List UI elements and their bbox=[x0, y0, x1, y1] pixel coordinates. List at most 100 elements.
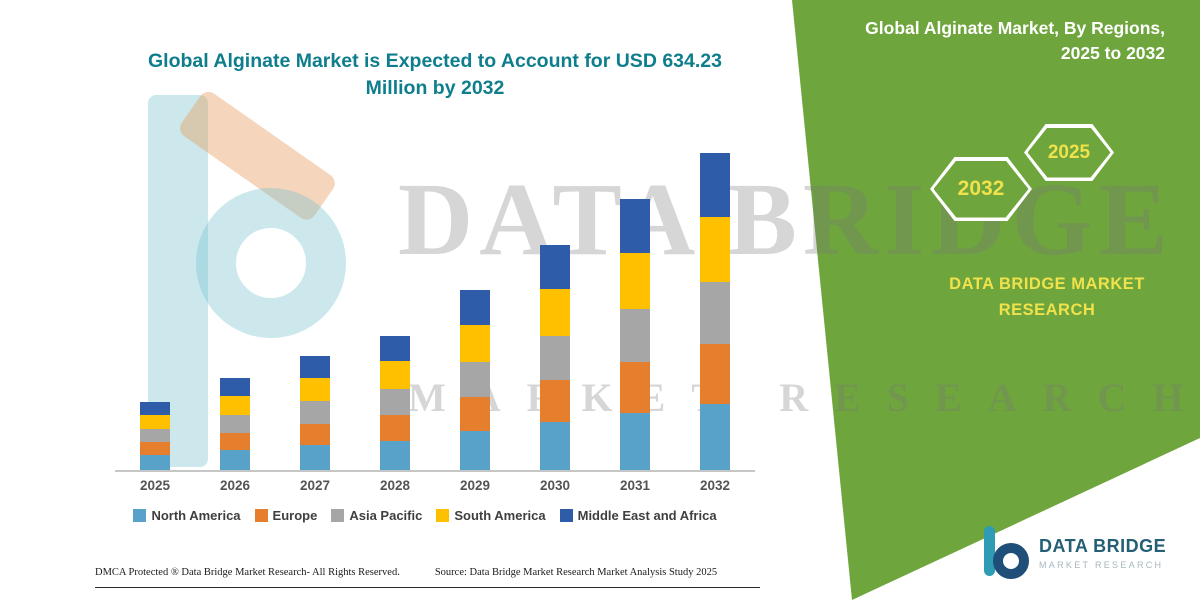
stacked-bar bbox=[620, 199, 650, 470]
x-axis-label: 2028 bbox=[379, 478, 411, 493]
bar-segment bbox=[620, 412, 650, 470]
legend-swatch bbox=[436, 509, 450, 522]
bar-segment bbox=[620, 199, 650, 253]
bar-segment bbox=[460, 431, 490, 470]
side-panel-heading: Global Alginate Market, By Regions, 2025… bbox=[820, 16, 1165, 67]
footer: DMCA Protected ® Data Bridge Market Rese… bbox=[95, 567, 760, 588]
watermark-text-line1: DATA BRIDGE bbox=[398, 162, 1174, 277]
bar-segment bbox=[700, 403, 730, 470]
side-panel-brand-line2: RESEARCH bbox=[998, 300, 1096, 319]
bar-segment bbox=[140, 414, 170, 429]
data-bridge-logo: DATA BRIDGE MARKET RESEARCH bbox=[982, 524, 1166, 582]
bar-segment bbox=[620, 361, 650, 413]
bar-segment bbox=[700, 282, 730, 344]
bar-segment bbox=[220, 414, 250, 433]
bar-2025 bbox=[115, 140, 195, 470]
stacked-bar bbox=[380, 335, 410, 470]
stacked-bar bbox=[140, 401, 170, 470]
bar-segment bbox=[220, 450, 250, 470]
bar-segment bbox=[460, 289, 490, 325]
bar-2027 bbox=[275, 140, 355, 470]
watermark-text-line2: MARKET RESEARCH bbox=[408, 375, 1200, 420]
chart-title: Global Alginate Market is Expected to Ac… bbox=[130, 48, 740, 103]
bar-segment bbox=[220, 377, 250, 396]
bar-segment bbox=[460, 361, 490, 397]
bar-segment bbox=[380, 335, 410, 361]
bar-segment bbox=[460, 397, 490, 431]
bar-2032 bbox=[675, 140, 755, 470]
logo-subtitle: MARKET RESEARCH bbox=[1039, 560, 1164, 570]
footer-source-text: Source: Data Bridge Market Research Mark… bbox=[434, 567, 718, 578]
side-panel-brand-line1: DATA BRIDGE MARKET bbox=[949, 275, 1145, 293]
bar-segment bbox=[620, 252, 650, 309]
legend-label: Middle East and Africa bbox=[577, 508, 717, 523]
bar-segment bbox=[380, 415, 410, 441]
bar-2029 bbox=[435, 140, 515, 470]
bar-segment bbox=[540, 422, 570, 470]
bar-segment bbox=[220, 395, 250, 415]
stacked-bar bbox=[540, 245, 570, 470]
legend-swatch bbox=[133, 509, 147, 522]
legend-label: Asia Pacific bbox=[349, 508, 423, 523]
bar-segment bbox=[700, 344, 730, 404]
hexagon-2032-fill bbox=[933, 160, 1029, 218]
bar-segment bbox=[540, 289, 570, 336]
chart-title-line1: Global Alginate Market is Expected to Ac… bbox=[148, 50, 722, 72]
stacked-bar bbox=[700, 152, 730, 470]
legend-swatch bbox=[254, 509, 268, 522]
side-panel-brand-text: DATA BRIDGE MARKET RESEARCH bbox=[928, 272, 1166, 323]
x-axis-label: 2027 bbox=[299, 478, 331, 493]
hexagon-2032: 2032 bbox=[930, 157, 1032, 221]
legend-item: Middle East and Africa bbox=[559, 508, 717, 523]
hexagon-2025-fill bbox=[1027, 127, 1111, 178]
x-axis-labels: 2025 2026 2027 2028 2029 2030 2031 2032 bbox=[115, 478, 755, 493]
bar-segment bbox=[380, 388, 410, 415]
legend-item: North America bbox=[133, 508, 241, 523]
x-axis-label: 2030 bbox=[539, 478, 571, 493]
bar-2028 bbox=[355, 140, 435, 470]
bar-2031 bbox=[595, 140, 675, 470]
legend-item: South America bbox=[436, 508, 546, 523]
legend-swatch bbox=[559, 509, 573, 522]
legend-item: Asia Pacific bbox=[331, 508, 422, 523]
bar-chart-plot bbox=[115, 140, 755, 472]
bar-segment bbox=[140, 455, 170, 470]
chart-title-line2: Million by 2032 bbox=[365, 77, 505, 100]
hexagon-year-2025: 2025 bbox=[1047, 141, 1091, 163]
bar-segment bbox=[220, 432, 250, 450]
bar-segment bbox=[460, 324, 490, 362]
bar-segment bbox=[380, 360, 410, 389]
stacked-bar bbox=[300, 355, 330, 470]
stacked-bar bbox=[460, 289, 490, 470]
chart-legend: North America Europe Asia Pacific South Ame… bbox=[90, 508, 760, 523]
legend-label: North America bbox=[151, 508, 241, 523]
bar-segment bbox=[620, 308, 650, 362]
footer-dmca-text: DMCA Protected ® Data Bridge Market Rese… bbox=[95, 567, 400, 578]
bar-segment bbox=[540, 379, 570, 422]
bar-segment bbox=[700, 217, 730, 282]
logo-name: DATA BRIDGE bbox=[1039, 536, 1167, 556]
bar-segment bbox=[380, 440, 410, 470]
x-axis-label: 2025 bbox=[139, 478, 171, 493]
bar-segment bbox=[300, 445, 330, 470]
x-axis-label: 2032 bbox=[699, 478, 731, 493]
side-panel-heading-line2: 2025 to 2032 bbox=[1060, 43, 1165, 64]
x-axis-label: 2029 bbox=[459, 478, 491, 493]
bar-segment bbox=[140, 401, 170, 415]
bar-segment bbox=[700, 152, 730, 217]
bar-segment bbox=[300, 423, 330, 445]
bar-segment bbox=[140, 442, 170, 455]
hexagon-2025: 2025 bbox=[1024, 124, 1114, 181]
bar-segment bbox=[540, 335, 570, 380]
legend-swatch bbox=[331, 509, 345, 522]
bar-segment bbox=[140, 428, 170, 442]
bar-2026 bbox=[195, 140, 275, 470]
bar-segment bbox=[300, 401, 330, 424]
bar-segment bbox=[300, 355, 330, 378]
side-panel-heading-line1: Global Alginate Market, By Regions, bbox=[865, 18, 1165, 38]
x-axis-label: 2031 bbox=[619, 478, 651, 493]
data-bridge-logo-text: DATA BRIDGE MARKET RESEARCH bbox=[1039, 536, 1166, 570]
x-axis-label: 2026 bbox=[219, 478, 251, 493]
legend-label: South America bbox=[454, 508, 546, 523]
